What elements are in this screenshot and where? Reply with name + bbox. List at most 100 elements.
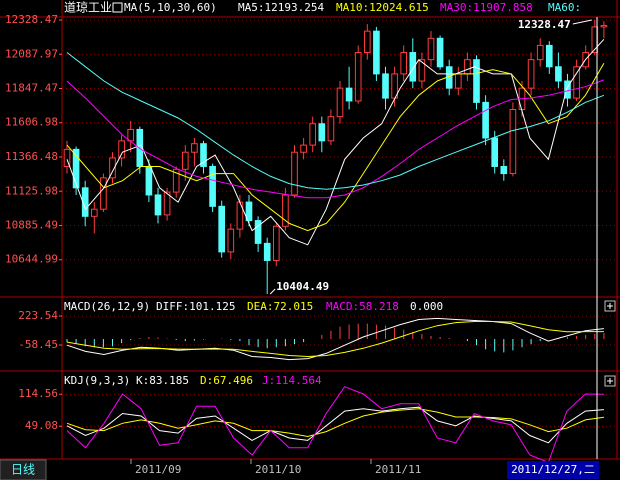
period-tab[interactable] — [0, 459, 47, 480]
chart-title: 道琼工业 — [64, 0, 112, 15]
candle-body — [300, 144, 307, 153]
candle-body — [373, 30, 380, 75]
date-label: 2011/09 — [135, 463, 181, 476]
candle-body — [564, 80, 571, 99]
candle-body — [282, 194, 289, 227]
candle-body — [191, 143, 198, 153]
candle-body — [473, 59, 480, 103]
plus-button[interactable] — [604, 375, 616, 387]
cursor-date: 2011/12/27,二 — [511, 463, 595, 476]
candle-body — [309, 123, 317, 146]
candle-body — [209, 165, 216, 207]
y-tick-label: 114.56 — [18, 387, 58, 400]
indicator-line — [66, 408, 604, 438]
legend-entry: MACD:58.218 — [326, 300, 399, 313]
legend-entry: J:114.564 — [262, 374, 322, 387]
candle-body — [436, 37, 444, 68]
candle-body — [154, 194, 162, 216]
candle-body — [118, 140, 125, 159]
indicator-line — [66, 63, 605, 232]
legend-entry: MA10:12024.615 — [336, 1, 429, 14]
legend-entry: MA(5,10,30,60) — [124, 1, 217, 14]
date-label: 2011/10 — [255, 463, 301, 476]
candle-body — [555, 66, 562, 82]
candle-body — [218, 205, 226, 253]
legend-entry: 0.000 — [410, 300, 443, 313]
indicator-line — [66, 79, 605, 199]
candle-body — [409, 52, 417, 82]
legend-entry: DEA:72.015 — [247, 300, 313, 313]
y-tick-label: 49.08 — [25, 419, 58, 432]
candle-body — [600, 24, 608, 28]
candle-body — [127, 128, 135, 142]
period-label[interactable]: 日线 — [11, 463, 35, 477]
indicator-line — [66, 321, 604, 358]
candle-body — [573, 66, 580, 99]
indicator-line — [66, 52, 605, 190]
legend-icon — [112, 2, 123, 13]
legend-entry: MA5:12193.254 — [238, 1, 324, 14]
candle-body — [245, 201, 253, 222]
y-tick-label: 10644.99 — [5, 253, 58, 266]
candle-body — [336, 87, 344, 118]
date-label: 2011/11 — [375, 463, 421, 476]
y-tick-label: 11606.98 — [5, 116, 58, 129]
candle-body — [509, 109, 517, 175]
candle-body — [545, 44, 553, 68]
legend-entry: D:67.496 — [200, 374, 253, 387]
legend-entry: MA60: — [548, 1, 581, 14]
indicator-line — [66, 38, 605, 246]
legend-entry: KDJ(9,3,3) — [64, 374, 130, 387]
annotation-arrow — [572, 19, 592, 25]
candle-body — [90, 208, 98, 217]
candle-body — [181, 151, 189, 170]
candle-body — [591, 26, 599, 54]
candle-body — [536, 44, 544, 61]
candle-body — [145, 165, 153, 196]
candle-body — [427, 37, 435, 61]
annotation: 12328.47 — [518, 18, 571, 31]
y-tick-label: 223.54 — [18, 309, 58, 322]
candle-body — [527, 59, 535, 89]
legend-entry: K:83.185 — [136, 374, 189, 387]
indicator-line — [66, 406, 604, 444]
candle-body — [263, 242, 271, 261]
y-tick-label: -58.45 — [18, 338, 58, 351]
legend-entry: MA30:11907.858 — [440, 1, 533, 14]
plus-button[interactable] — [604, 300, 616, 312]
annotation: 10404.49 — [276, 280, 329, 293]
candle-body — [254, 220, 262, 244]
candle-body — [354, 52, 362, 102]
candle-body — [363, 30, 371, 54]
candle-body — [400, 52, 408, 75]
y-tick-label: 10885.49 — [5, 218, 58, 231]
y-tick-label: 11125.98 — [5, 184, 58, 197]
cursor-date-box — [507, 461, 599, 479]
candle-body — [200, 143, 207, 167]
candle-body — [382, 73, 389, 99]
indicator-line — [66, 386, 604, 464]
y-tick-label: 12328.47 — [5, 13, 58, 26]
candle-body — [482, 101, 489, 139]
candle-body — [109, 157, 116, 179]
y-tick-label: 11847.47 — [5, 82, 58, 95]
candle-body — [418, 59, 426, 82]
candle-body — [500, 165, 508, 175]
candle-body — [272, 225, 280, 261]
candle-body — [345, 87, 353, 102]
candle-body — [491, 137, 499, 167]
y-tick-label: 11366.48 — [5, 150, 58, 163]
candle-body — [172, 168, 180, 193]
candle-body — [454, 73, 462, 89]
annotation-arrow — [269, 288, 276, 295]
candle-body — [327, 116, 335, 142]
candle-body — [291, 151, 298, 196]
candle-body — [163, 191, 171, 216]
candle-body — [227, 228, 235, 253]
candle-body — [100, 177, 107, 210]
candle-body — [318, 123, 326, 142]
legend-entry: MACD(26,12,9) — [64, 300, 150, 313]
candle-body — [63, 148, 71, 167]
candle-body — [464, 59, 471, 75]
